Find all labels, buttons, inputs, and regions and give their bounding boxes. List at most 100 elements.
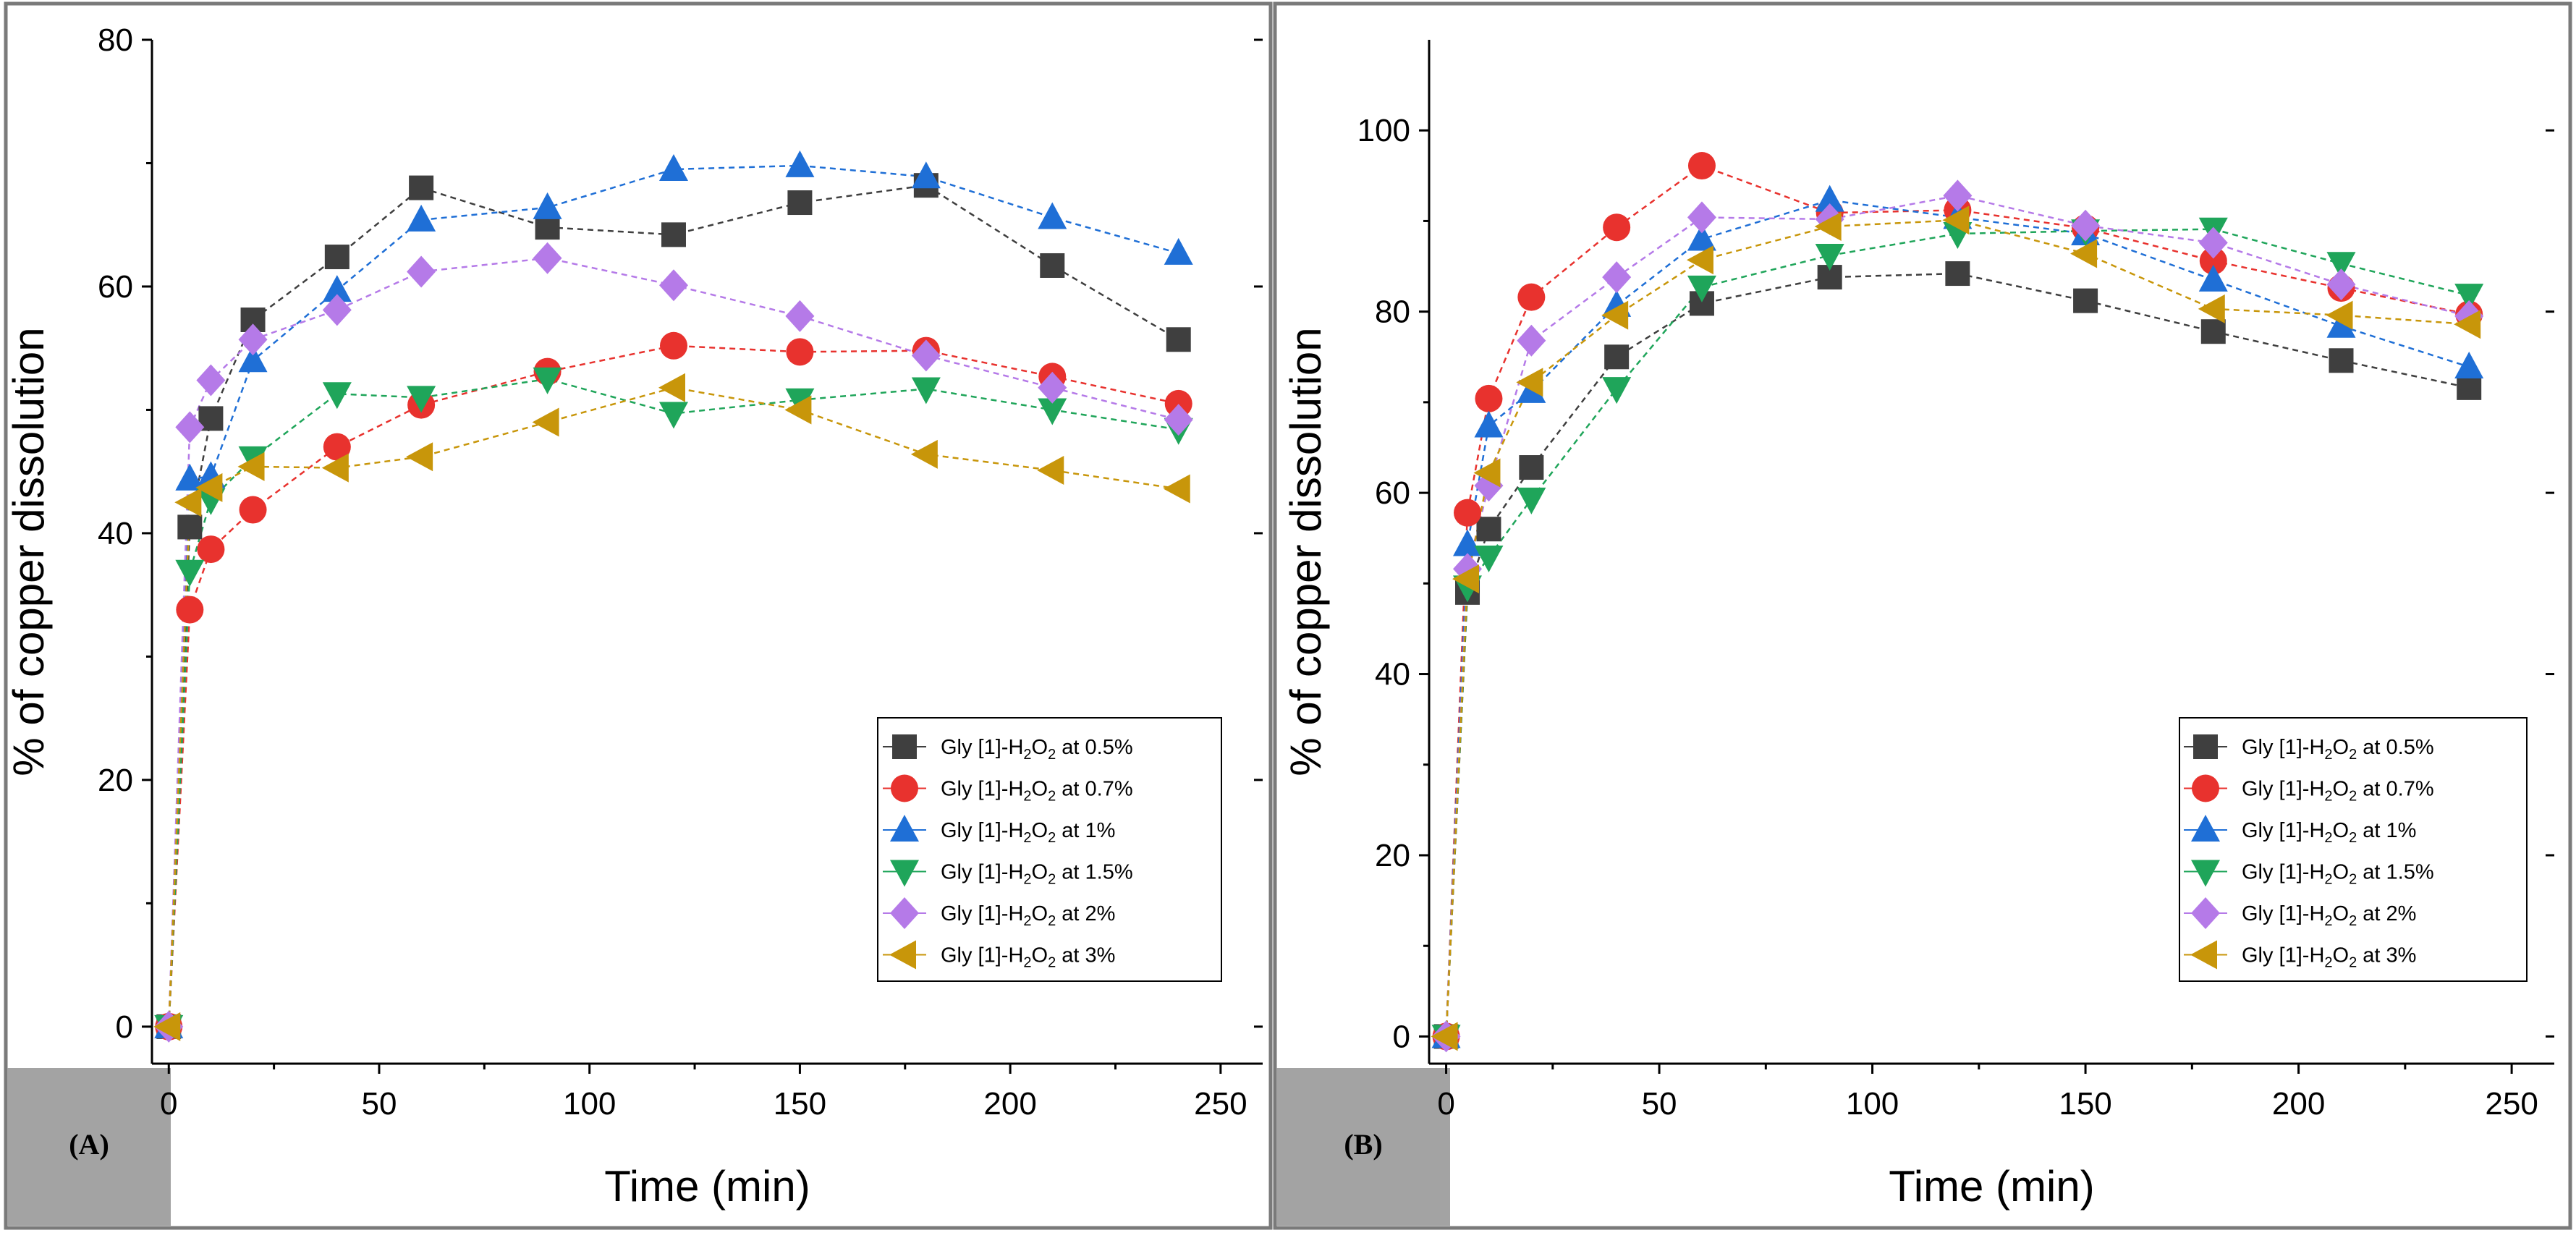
series-line <box>168 378 1179 1027</box>
data-point <box>2326 300 2353 330</box>
legend-marker <box>2191 860 2220 887</box>
series-line <box>168 164 1179 1027</box>
data-point <box>407 204 436 232</box>
data-point <box>2073 288 2098 313</box>
data-point <box>1473 458 1501 488</box>
y-axis-title: % of copper dissolution <box>1281 327 1330 776</box>
x-tick-label: 100 <box>1846 1086 1899 1122</box>
data-point <box>238 345 268 373</box>
chart-b: 0 20 40 60 80 100 0 50 100 150 200 250 Time (min) % o… <box>1281 40 2554 1211</box>
y-tick-label: 0 <box>116 1009 133 1045</box>
data-point <box>2329 348 2354 373</box>
data-point <box>1475 384 1503 412</box>
series-line <box>1445 199 2470 1037</box>
legend-marker <box>2193 734 2218 759</box>
data-point <box>1166 327 1191 352</box>
data-point <box>532 407 559 437</box>
data-point <box>175 411 205 444</box>
x-tick-label: 150 <box>2059 1086 2111 1122</box>
series-line <box>1445 195 2470 1037</box>
data-point <box>1601 300 1629 330</box>
x-tick-label: 50 <box>362 1086 397 1122</box>
data-point <box>174 488 202 517</box>
x-tick-label: 250 <box>1194 1086 1247 1122</box>
y-tick-label: 40 <box>1375 657 1410 692</box>
data-point <box>1453 529 1483 556</box>
legend-marker <box>2192 774 2219 802</box>
legend-label: Gly [1]-H2O2 at 1% <box>2242 819 2416 846</box>
data-point <box>658 269 688 302</box>
data-point <box>321 453 349 483</box>
data-point <box>1431 1022 1458 1051</box>
data-point <box>1602 261 1632 294</box>
data-point <box>1602 377 1632 404</box>
y-tick-label: 0 <box>1393 1019 1410 1054</box>
data-point <box>658 154 688 182</box>
series-line <box>168 184 1179 1027</box>
data-point <box>322 294 352 326</box>
x-tick-label: 0 <box>160 1086 177 1122</box>
data-point <box>1517 324 1546 357</box>
data-point <box>1945 261 1970 287</box>
data-point <box>1687 152 1716 180</box>
panel-b-label: (B) <box>1344 1128 1382 1161</box>
data-point <box>195 472 223 502</box>
legend-label: Gly [1]-H2O2 at 3% <box>2242 944 2416 971</box>
data-point <box>787 190 813 216</box>
legend-label: Gly [1]-H2O2 at 2% <box>941 902 1115 929</box>
x-tick-label: 150 <box>774 1086 826 1122</box>
series-line <box>168 386 1179 1027</box>
data-point <box>1686 245 1713 275</box>
x-tick-label: 50 <box>1642 1086 1677 1122</box>
data-point <box>533 192 562 219</box>
data-point <box>1942 205 1970 235</box>
y-tick-label: 20 <box>1375 838 1410 873</box>
data-point <box>175 463 205 491</box>
data-point <box>911 377 941 404</box>
data-point <box>176 596 204 624</box>
data-point <box>2198 226 2228 259</box>
data-point <box>2071 209 2101 242</box>
data-point <box>1037 455 1064 485</box>
y-tick-label: 40 <box>98 516 133 551</box>
data-point <box>785 150 815 177</box>
data-point <box>533 367 562 394</box>
data-point <box>407 386 436 413</box>
data-point <box>1038 398 1067 425</box>
data-point <box>2198 264 2228 292</box>
y-tick-label: 60 <box>98 269 133 305</box>
legend-label: Gly [1]-H2O2 at 1.5% <box>941 861 1133 888</box>
panel-a-frame <box>4 1 1273 1230</box>
data-point <box>238 323 268 356</box>
chart-a: 0 20 40 60 80 0 50 100 150 200 250 Time (min) % of c… <box>4 22 1263 1211</box>
x-tick-label: 200 <box>2272 1086 2325 1122</box>
panel-b-frame <box>1273 1 2572 1230</box>
data-point <box>1517 283 1546 311</box>
data-point <box>911 339 941 372</box>
legend-marker <box>890 815 919 842</box>
data-point <box>2454 284 2484 311</box>
data-point <box>1943 179 1973 212</box>
legend-label: Gly [1]-H2O2 at 0.7% <box>2242 778 2434 805</box>
legend-marker <box>2190 940 2217 970</box>
data-point <box>1603 213 1631 242</box>
data-point <box>1474 410 1504 438</box>
legend-marker <box>890 897 919 929</box>
data-point <box>197 535 225 564</box>
data-point <box>1815 244 1844 271</box>
y-tick-label: 80 <box>1375 294 1410 330</box>
data-point <box>658 402 688 429</box>
legend-marker <box>889 940 916 970</box>
data-point <box>1452 564 1480 594</box>
legend-box <box>877 717 1222 982</box>
panel-b-label-box <box>1276 1068 1450 1226</box>
data-point <box>1038 202 1067 229</box>
y-tick-label: 20 <box>98 763 133 798</box>
data-point <box>1517 487 1546 514</box>
data-point <box>1163 474 1190 504</box>
data-point <box>2454 310 2481 339</box>
data-point <box>659 331 687 360</box>
legend-marker <box>890 860 919 887</box>
y-tick-label: 60 <box>1375 475 1410 511</box>
